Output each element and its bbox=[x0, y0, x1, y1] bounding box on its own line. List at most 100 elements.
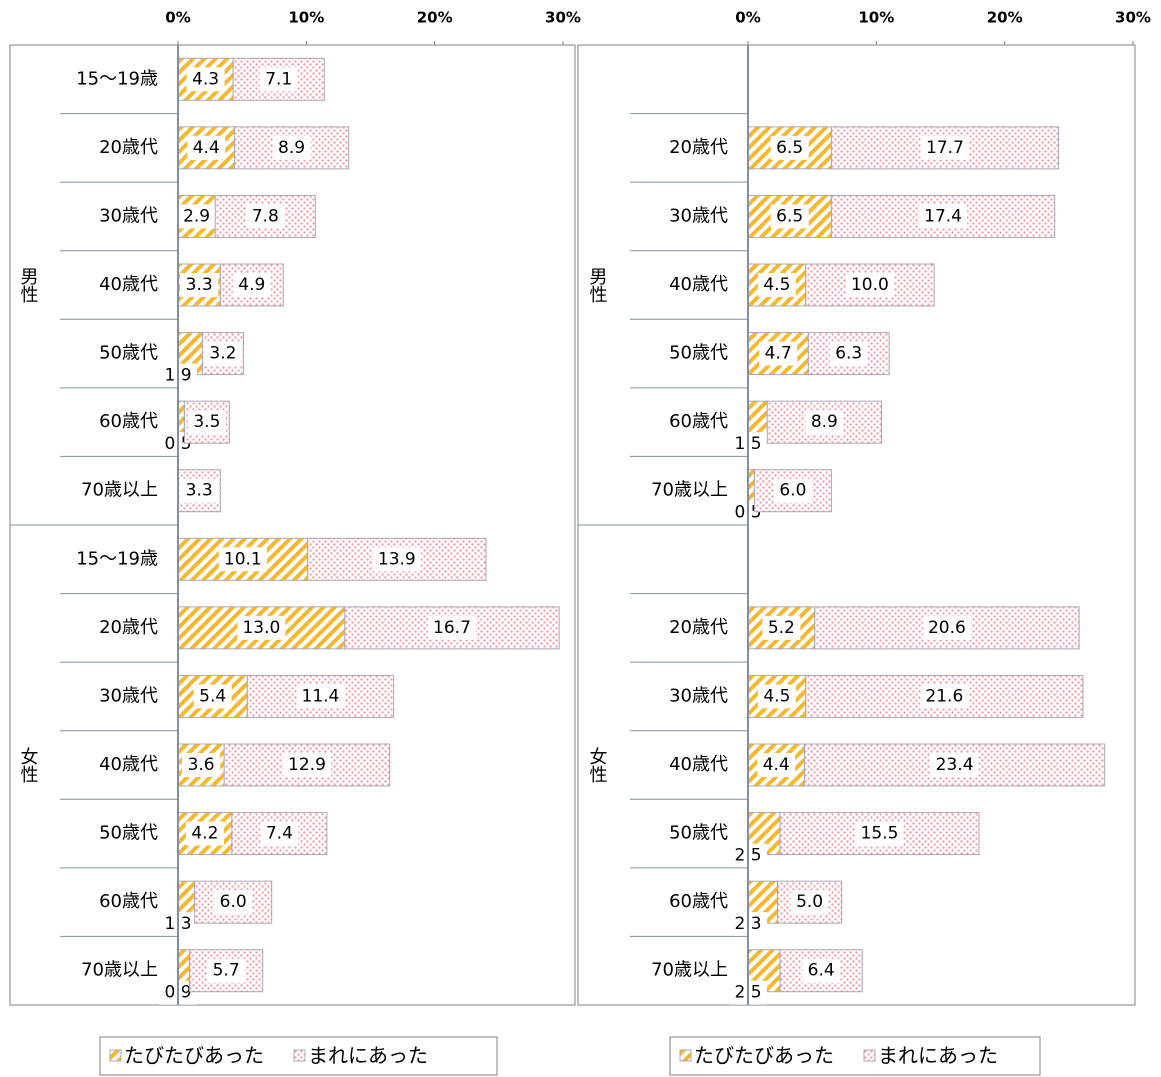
value-label-bg bbox=[757, 273, 796, 297]
x-tick-label: 10% bbox=[288, 9, 324, 27]
bar-segment bbox=[232, 57, 325, 101]
value-label-bg bbox=[207, 958, 246, 983]
value-label: 13.9 bbox=[378, 549, 416, 569]
value-label-bg bbox=[232, 273, 271, 297]
value-label-bg bbox=[770, 135, 809, 160]
category-label: 70歳以上 bbox=[81, 960, 158, 981]
value-label-bg bbox=[757, 753, 796, 777]
value-label: 23.4 bbox=[936, 755, 974, 775]
value-label-bg bbox=[193, 684, 232, 709]
value-label-bg bbox=[372, 547, 421, 572]
category-label: 60歳代 bbox=[669, 411, 728, 432]
value-label-bg bbox=[187, 135, 226, 160]
category-label: 50歳代 bbox=[669, 343, 728, 364]
value-label-bg bbox=[829, 341, 868, 366]
value-label: 5.4 bbox=[199, 686, 226, 706]
category-label: 40歳代 bbox=[99, 754, 158, 775]
value-label-bg bbox=[919, 204, 968, 229]
value-label: 7.8 bbox=[252, 206, 279, 226]
value-label-bg bbox=[920, 684, 969, 709]
value-label-bg bbox=[186, 67, 225, 92]
category-label: 40歳代 bbox=[99, 274, 158, 295]
value-label-bg bbox=[773, 478, 812, 503]
category-label: 30歳代 bbox=[99, 685, 158, 706]
value-label: 17.7 bbox=[926, 138, 964, 158]
category-label: 20歳代 bbox=[99, 617, 158, 638]
group-label: 女性 bbox=[18, 747, 39, 783]
value-label-bg bbox=[762, 615, 801, 640]
value-label-bg bbox=[930, 753, 979, 777]
value-label: 4.5 bbox=[763, 275, 790, 295]
value-label: 6.4 bbox=[808, 961, 835, 981]
legend-swatch bbox=[863, 1049, 876, 1062]
value-label: 6.5 bbox=[776, 206, 803, 226]
legend-swatch bbox=[679, 1049, 692, 1062]
category-label: 15〜19歳 bbox=[76, 548, 158, 569]
value-label: 3.5 bbox=[193, 412, 220, 432]
legend-label: たびたびあった bbox=[124, 1044, 264, 1068]
value-label: 6.5 bbox=[776, 138, 803, 158]
value-label: 6.0 bbox=[220, 892, 247, 912]
legend-label: まれにあった bbox=[878, 1044, 998, 1068]
x-tick-label: 0% bbox=[735, 9, 760, 27]
group-label: 男性 bbox=[587, 267, 608, 303]
value-label-bg bbox=[759, 341, 798, 366]
category-label: 50歳代 bbox=[99, 823, 158, 844]
value-label-bg bbox=[920, 135, 969, 160]
value-label: 12.9 bbox=[288, 755, 326, 775]
value-label: 16.7 bbox=[433, 618, 471, 638]
value-label: 4.5 bbox=[763, 686, 790, 706]
value-label-bg bbox=[259, 67, 298, 92]
value-label: 10.0 bbox=[851, 275, 889, 295]
value-label: 6.0 bbox=[779, 481, 806, 501]
value-label-bg bbox=[790, 890, 829, 915]
category-label: 20歳代 bbox=[669, 137, 728, 158]
value-label: 4.7 bbox=[765, 344, 792, 364]
value-label: 7.4 bbox=[266, 824, 293, 844]
value-label: 4.9 bbox=[238, 275, 265, 295]
x-tick-label: 30% bbox=[1115, 9, 1151, 27]
category-label: 50歳代 bbox=[669, 823, 728, 844]
category-label: 40歳代 bbox=[669, 274, 728, 295]
value-label: 3.2 bbox=[209, 344, 236, 364]
value-label: 3.6 bbox=[188, 755, 215, 775]
value-label-bg bbox=[296, 684, 345, 709]
value-label: 20.6 bbox=[928, 618, 966, 638]
bar-segment bbox=[246, 674, 395, 718]
value-label-bg bbox=[182, 753, 221, 777]
value-label: 8.9 bbox=[278, 138, 305, 158]
value-label: 5.2 bbox=[768, 618, 795, 638]
x-tick-label: 20% bbox=[987, 9, 1023, 27]
value-label-bg bbox=[180, 273, 219, 297]
group-label: 女性 bbox=[587, 747, 608, 783]
legend-label: たびたびあった bbox=[694, 1044, 834, 1068]
value-label: 7.1 bbox=[265, 69, 292, 89]
value-label: 17.4 bbox=[924, 206, 962, 226]
category-label: 30歳代 bbox=[99, 205, 158, 226]
value-label-bg bbox=[187, 410, 226, 435]
value-label: 21.6 bbox=[925, 686, 963, 706]
category-label: 70歳以上 bbox=[651, 960, 728, 981]
category-label: 70歳以上 bbox=[651, 480, 728, 501]
value-label: 8.9 bbox=[811, 412, 838, 432]
value-label-bg bbox=[770, 204, 809, 229]
value-label: 3.3 bbox=[186, 481, 213, 501]
value-label: 4.2 bbox=[191, 824, 218, 844]
value-label-bg bbox=[805, 410, 844, 435]
legend-swatch bbox=[109, 1049, 122, 1062]
value-label-bg bbox=[757, 684, 796, 709]
value-label: 2.9 bbox=[183, 206, 210, 226]
value-label: 11.4 bbox=[302, 686, 340, 706]
category-label: 30歳代 bbox=[669, 205, 728, 226]
value-label: 3.3 bbox=[186, 275, 213, 295]
x-tick-label: 30% bbox=[545, 9, 581, 27]
legend-swatch bbox=[293, 1049, 306, 1062]
value-label-bg bbox=[272, 135, 311, 160]
legend-frame bbox=[669, 1036, 1041, 1076]
group-label: 男性 bbox=[18, 267, 39, 303]
value-label-bg bbox=[218, 547, 267, 572]
x-tick-label: 20% bbox=[417, 9, 453, 27]
category-label: 60歳代 bbox=[99, 891, 158, 912]
value-label-bg bbox=[246, 204, 285, 229]
